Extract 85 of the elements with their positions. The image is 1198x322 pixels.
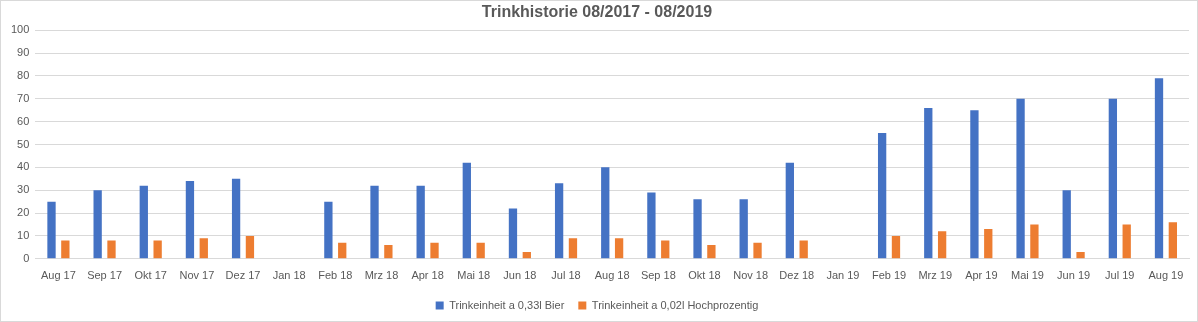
bar <box>476 242 485 259</box>
x-tick-label: Feb 18 <box>318 269 353 282</box>
bar <box>970 110 979 259</box>
bar <box>1062 190 1071 259</box>
x-tick-label: Sep 17 <box>87 269 123 282</box>
x-tick-label: Mrz 19 <box>918 269 953 282</box>
bar <box>647 192 656 259</box>
x-tick-label: Okt 18 <box>688 269 721 282</box>
bar <box>568 238 578 259</box>
bar <box>93 190 102 259</box>
y-tick-label: 40 <box>17 160 30 173</box>
y-tick-label: 100 <box>10 23 30 36</box>
bar <box>661 240 670 259</box>
bar <box>707 245 716 259</box>
y-tick-label: 80 <box>17 68 30 81</box>
bar <box>47 201 56 259</box>
bar <box>601 167 610 259</box>
bar <box>231 178 241 259</box>
x-tick-label: Mrz 18 <box>364 269 399 282</box>
bar <box>245 235 255 259</box>
bar <box>753 242 762 259</box>
bar <box>324 201 333 259</box>
bar <box>877 133 887 259</box>
y-tick-label: 0 <box>23 251 30 264</box>
y-tick-label: 20 <box>17 206 30 219</box>
x-tick-label: Jan 19 <box>826 269 860 282</box>
legend-label: Trinkeinheit a 0,02l Hochprozentig <box>591 298 759 311</box>
bar <box>1154 78 1164 259</box>
bar <box>384 245 393 259</box>
bar <box>185 181 195 259</box>
bar <box>370 185 379 259</box>
legend-label: Trinkeinheit a 0,33l Bier <box>449 298 565 311</box>
x-tick-label: Feb 19 <box>871 269 907 282</box>
bar <box>508 208 518 259</box>
bar <box>799 240 808 259</box>
bar <box>984 229 993 259</box>
y-tick-label: 10 <box>17 228 30 241</box>
y-tick-label: 60 <box>17 114 30 127</box>
bar <box>614 238 624 259</box>
x-tick-label: Mai 19 <box>1010 269 1045 282</box>
x-tick-label: Jan 18 <box>272 269 306 282</box>
x-tick-label: Jul 19 <box>1105 269 1135 282</box>
x-tick-label: Aug 17 <box>40 269 76 282</box>
x-tick-label: Sep 18 <box>640 269 676 282</box>
x-tick-label: Okt 17 <box>134 269 167 282</box>
chart-title: Trinkhistorie 08/2017 - 08/2019 <box>481 3 713 21</box>
bar <box>1168 222 1177 259</box>
x-tick-label: Dez 18 <box>779 269 815 282</box>
bar <box>739 199 748 259</box>
bar <box>107 240 116 259</box>
bar <box>1030 224 1039 259</box>
bar <box>1016 98 1025 259</box>
bar <box>61 240 70 259</box>
y-tick-label: 30 <box>17 183 30 196</box>
bar <box>554 183 564 259</box>
x-tick-label: Nov 17 <box>179 269 215 282</box>
x-tick-label: Apr 19 <box>965 269 998 282</box>
x-tick-label: Jun 18 <box>503 269 537 282</box>
bar <box>139 185 148 259</box>
x-tick-label: Apr 18 <box>411 269 444 282</box>
bar <box>338 242 347 259</box>
bar <box>462 162 471 259</box>
y-tick-label: 90 <box>17 46 30 59</box>
y-tick-label: 70 <box>17 91 30 104</box>
bar <box>199 238 208 259</box>
bar <box>937 231 947 259</box>
y-tick-label: 50 <box>17 137 30 150</box>
bar <box>416 185 425 259</box>
x-tick-label: Mai 18 <box>457 269 491 282</box>
x-tick-label: Jun 19 <box>1057 269 1091 282</box>
bar <box>1122 224 1131 259</box>
bar <box>1076 251 1085 259</box>
bar <box>785 162 794 259</box>
x-tick-label: Nov 18 <box>733 269 769 282</box>
bar <box>153 240 162 259</box>
bar <box>430 242 439 259</box>
x-tick-label: Aug 19 <box>1148 269 1184 282</box>
x-tick-label: Jul 18 <box>551 269 581 282</box>
x-tick-label: Dez 17 <box>225 269 261 282</box>
bar <box>924 107 933 259</box>
x-tick-label: Aug 18 <box>594 269 630 282</box>
bar <box>1108 98 1118 259</box>
bar <box>693 199 702 259</box>
bar <box>891 235 901 259</box>
bar <box>522 251 531 259</box>
